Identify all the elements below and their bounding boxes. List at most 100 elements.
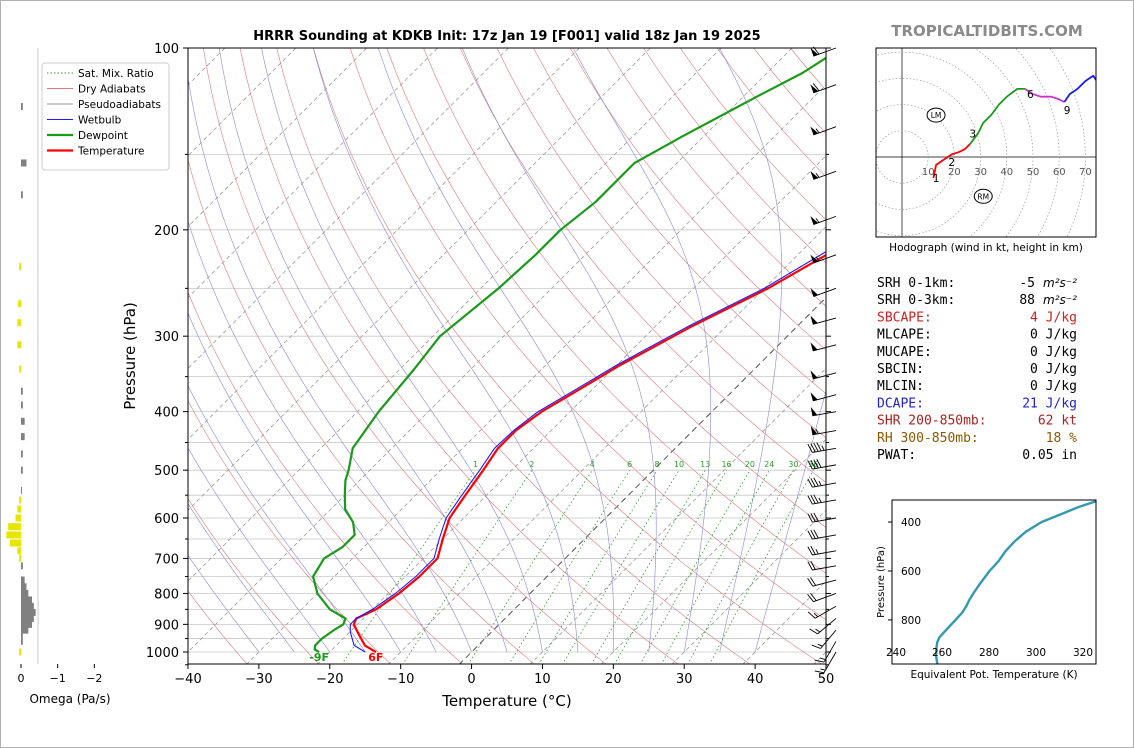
omega-bar	[19, 365, 21, 373]
dry-adiabat	[533, 48, 826, 394]
mixing-ratio-label: 13	[700, 460, 710, 469]
stat-value: 21 J/kg	[1022, 396, 1077, 411]
wind-barb	[810, 170, 837, 180]
omega-tick-label: −2	[86, 672, 102, 685]
mixing-ratio-line	[508, 469, 630, 664]
stat-label: SBCIN:	[877, 362, 924, 377]
theta-e-y-tick-label: 600	[901, 566, 921, 578]
hodograph-segment	[1063, 74, 1096, 103]
wind-barb	[810, 392, 837, 402]
pseudoadiabat	[573, 48, 712, 653]
y-tick-label: 500	[154, 464, 179, 479]
hodograph-ring-label: 20	[948, 167, 961, 178]
brand-watermark: TROPICALTIDBITS.COM	[891, 22, 1083, 40]
storm-motion-marker	[973, 188, 993, 204]
omega-bar	[19, 496, 21, 504]
hodograph-frame	[875, 47, 1097, 238]
dry-adiabat	[496, 48, 826, 439]
theta-e-x-tick-label: 280	[979, 647, 999, 659]
dry-adiabat	[901, 48, 1134, 665]
mixing-ratio-label: 4	[590, 460, 595, 469]
isotherm-line	[188, 48, 722, 582]
dry-adiabat	[276, 48, 751, 664]
omega-bar	[21, 583, 27, 591]
dry-adiabat	[386, 48, 826, 574]
dry-adiabat	[606, 48, 826, 307]
stat-value: 88	[1019, 293, 1035, 308]
skewt-plot-frame	[187, 47, 827, 665]
wind-barb	[810, 83, 837, 94]
wind-barb	[810, 126, 837, 136]
wind-barb	[807, 592, 837, 603]
hodograph-ring-label: 40	[1000, 167, 1013, 178]
omega-bar	[21, 417, 25, 425]
y-tick-label: 700	[154, 552, 179, 567]
dry-adiabat	[188, 291, 463, 664]
omega-tick-label: −1	[50, 672, 66, 685]
hodograph-ring	[1048, 48, 1086, 237]
hodograph-ring-label: 60	[1053, 167, 1066, 178]
hodograph-ring	[973, 48, 1034, 237]
stat-value: 0 J/kg	[1030, 328, 1077, 343]
mixing-ratio-line	[614, 469, 727, 664]
y-tick-label: 200	[154, 224, 179, 239]
hodograph-ring	[876, 130, 929, 184]
theta-e-x-tick-label: 300	[1026, 647, 1046, 659]
storm-motion-label: RM	[977, 192, 989, 201]
stat-label: DCAPE:	[877, 396, 924, 411]
pseudoadiabat	[188, 554, 260, 653]
isotherm-line	[188, 48, 793, 653]
omega-bar	[10, 539, 21, 547]
omega-axis-label: Omega (Pa/s)	[29, 692, 110, 706]
y-tick-label: 1000	[146, 646, 179, 661]
pseudoadiabat	[261, 48, 543, 653]
skewt-profiles	[312, 56, 826, 653]
stat-label: SBCAPE:	[877, 310, 932, 325]
wind-barb	[807, 577, 837, 587]
stat-value: 0.05 in	[1022, 448, 1077, 463]
surface-label-dewpoint: -9F	[309, 651, 329, 664]
omega-bar	[17, 341, 21, 349]
y-tick-label: 600	[154, 512, 179, 527]
hodograph-ring	[876, 78, 981, 236]
pseudoadiabat	[313, 48, 579, 653]
stat-label: SRH 0-1km:	[877, 276, 955, 291]
y-tick-label: 900	[154, 618, 179, 633]
omega-bar	[8, 523, 21, 531]
pseudoadiabat	[188, 503, 295, 653]
wind-barb	[810, 406, 837, 417]
omega-bar	[6, 531, 21, 539]
hodograph-ring-label: 50	[1027, 167, 1040, 178]
legend-entry-label: Dewpoint	[78, 130, 128, 142]
wind-barb	[810, 46, 837, 57]
omega-bar	[18, 300, 21, 308]
omega-bar	[21, 433, 25, 441]
hodograph-ring-label: 70	[1079, 167, 1092, 178]
stat-label: SHR 200-850mb:	[877, 414, 987, 429]
stat-unit: m²s⁻²	[1043, 276, 1077, 290]
wind-barbs	[807, 46, 837, 674]
stat-label: SRH 0-3km:	[877, 293, 955, 308]
wind-barb	[810, 425, 837, 436]
wind-barb	[810, 370, 837, 380]
stat-value: -5	[1019, 276, 1035, 291]
theta-e-x-tick-label: 260	[932, 647, 952, 659]
wind-barb	[807, 560, 837, 571]
series-dewpoint-line	[312, 56, 826, 653]
hodograph-ring-label: 30	[974, 167, 987, 178]
theta-e-xlabel: Equivalent Pot. Temperature (K)	[910, 669, 1077, 681]
omega-bar	[21, 630, 23, 638]
omega-bar	[17, 505, 21, 513]
omega-bar	[21, 602, 34, 610]
pseudoadiabat	[188, 312, 401, 653]
mixing-ratio-label: 1	[473, 460, 478, 469]
theta-e-profile	[935, 500, 1096, 664]
omega-bar	[19, 262, 21, 270]
theta-e-y-tick-label: 800	[901, 615, 921, 627]
isotherm-line	[188, 48, 580, 440]
dry-adiabat	[203, 48, 607, 664]
stat-value: 62 kt	[1038, 414, 1077, 429]
omega-bar	[21, 637, 23, 645]
mixing-ratio-line	[639, 469, 751, 664]
stat-label: MLCAPE:	[877, 328, 932, 343]
